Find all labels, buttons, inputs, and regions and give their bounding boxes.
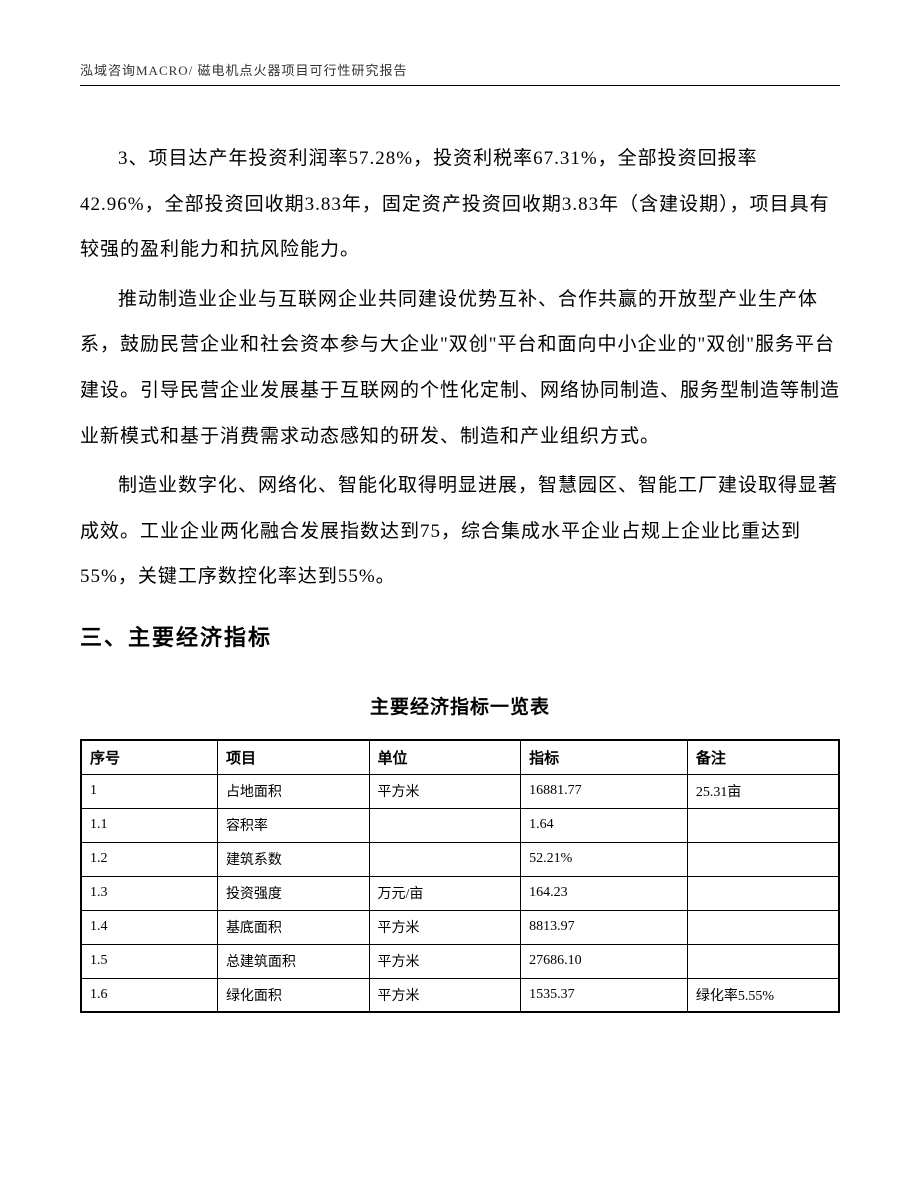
table-cell bbox=[687, 910, 839, 944]
table-cell: 1 bbox=[81, 774, 217, 808]
table-cell bbox=[687, 842, 839, 876]
table-cell bbox=[687, 808, 839, 842]
table-row: 1.5 总建筑面积 平方米 27686.10 bbox=[81, 944, 839, 978]
table-header-cell: 序号 bbox=[81, 740, 217, 775]
table-header-cell: 备注 bbox=[687, 740, 839, 775]
table-cell bbox=[687, 944, 839, 978]
table-header-cell: 项目 bbox=[217, 740, 369, 775]
table-cell: 164.23 bbox=[521, 876, 688, 910]
table-row: 1.2 建筑系数 52.21% bbox=[81, 842, 839, 876]
table-row: 1.6 绿化面积 平方米 1535.37 绿化率5.55% bbox=[81, 978, 839, 1012]
table-row: 1.1 容积率 1.64 bbox=[81, 808, 839, 842]
table-row: 1.3 投资强度 万元/亩 164.23 bbox=[81, 876, 839, 910]
table-cell: 绿化率5.55% bbox=[687, 978, 839, 1012]
table-cell: 1.64 bbox=[521, 808, 688, 842]
table-cell: 平方米 bbox=[369, 978, 521, 1012]
table-cell: 1.3 bbox=[81, 876, 217, 910]
table-cell: 52.21% bbox=[521, 842, 688, 876]
section-heading: 三、主要经济指标 bbox=[80, 620, 840, 652]
table-cell: 绿化面积 bbox=[217, 978, 369, 1012]
paragraph-2: 推动制造业企业与互联网企业共同建设优势互补、合作共赢的开放型产业生产体系，鼓励民… bbox=[80, 277, 840, 459]
table-cell: 1.1 bbox=[81, 808, 217, 842]
table-cell: 1.5 bbox=[81, 944, 217, 978]
table-cell: 平方米 bbox=[369, 910, 521, 944]
table-header-row: 序号 项目 单位 指标 备注 bbox=[81, 740, 839, 775]
document-header: 泓域咨询MACRO/ 磁电机点火器项目可行性研究报告 bbox=[80, 60, 840, 86]
table-row: 1.4 基底面积 平方米 8813.97 bbox=[81, 910, 839, 944]
header-text: 泓域咨询MACRO/ 磁电机点火器项目可行性研究报告 bbox=[80, 63, 408, 78]
paragraph-1: 3、项目达产年投资利润率57.28%，投资利税率67.31%，全部投资回报率42… bbox=[80, 136, 840, 273]
table-cell: 16881.77 bbox=[521, 774, 688, 808]
table-cell: 建筑系数 bbox=[217, 842, 369, 876]
table-cell: 总建筑面积 bbox=[217, 944, 369, 978]
table-cell: 基底面积 bbox=[217, 910, 369, 944]
document-body: 3、项目达产年投资利润率57.28%，投资利税率67.31%，全部投资回报率42… bbox=[80, 136, 840, 600]
economic-indicators-table: 序号 项目 单位 指标 备注 1 占地面积 平方米 16881.77 25.31… bbox=[80, 739, 840, 1014]
table-cell: 1.6 bbox=[81, 978, 217, 1012]
table-cell: 25.31亩 bbox=[687, 774, 839, 808]
table-cell: 平方米 bbox=[369, 944, 521, 978]
table-header-cell: 指标 bbox=[521, 740, 688, 775]
table-cell: 占地面积 bbox=[217, 774, 369, 808]
table-cell bbox=[369, 842, 521, 876]
table-cell bbox=[369, 808, 521, 842]
table-cell: 1.4 bbox=[81, 910, 217, 944]
table-title: 主要经济指标一览表 bbox=[80, 692, 840, 719]
table-cell: 平方米 bbox=[369, 774, 521, 808]
table-cell: 1.2 bbox=[81, 842, 217, 876]
table-cell: 27686.10 bbox=[521, 944, 688, 978]
table-cell: 容积率 bbox=[217, 808, 369, 842]
table-cell bbox=[687, 876, 839, 910]
table-cell: 8813.97 bbox=[521, 910, 688, 944]
table-cell: 万元/亩 bbox=[369, 876, 521, 910]
table-row: 1 占地面积 平方米 16881.77 25.31亩 bbox=[81, 774, 839, 808]
table-cell: 投资强度 bbox=[217, 876, 369, 910]
table-cell: 1535.37 bbox=[521, 978, 688, 1012]
paragraph-3: 制造业数字化、网络化、智能化取得明显进展，智慧园区、智能工厂建设取得显著成效。工… bbox=[80, 463, 840, 600]
table-header-cell: 单位 bbox=[369, 740, 521, 775]
